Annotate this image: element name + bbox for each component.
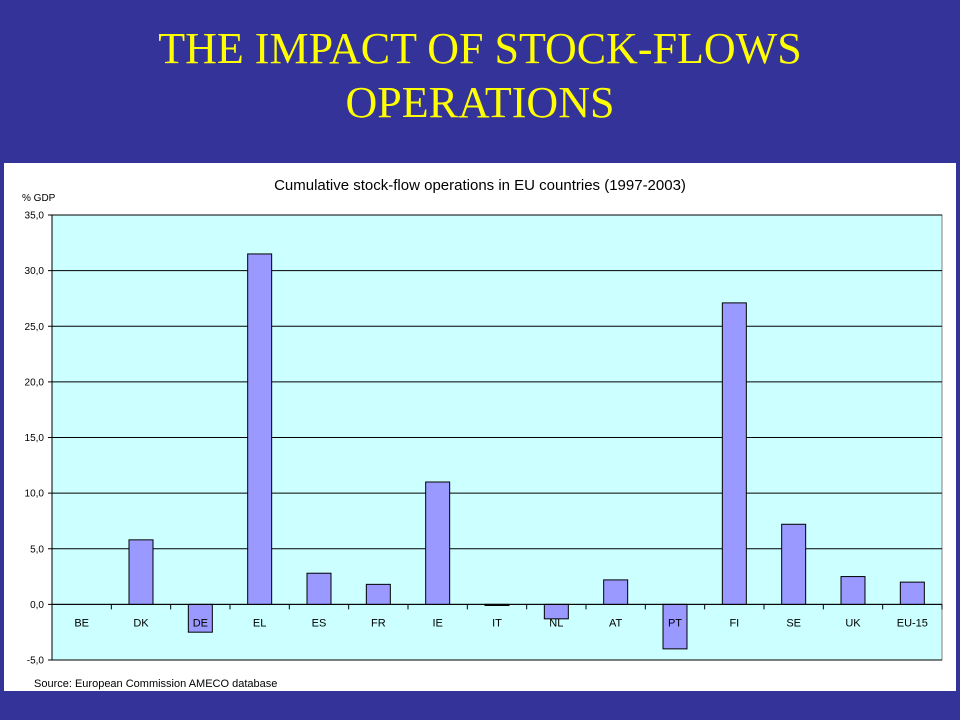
- category-label-it: IT: [492, 617, 502, 629]
- category-label-fr: FR: [371, 617, 386, 629]
- category-label-be: BE: [74, 617, 89, 629]
- chart-title: Cumulative stock-flow operations in EU c…: [274, 177, 686, 194]
- bar-fi: [721, 302, 747, 605]
- category-label-fi: FI: [729, 617, 739, 629]
- category-label-de: DE: [193, 617, 208, 629]
- bar-ie: [425, 481, 451, 605]
- bar-uk: [840, 576, 866, 605]
- category-label-pt: PT: [668, 617, 682, 629]
- y-tick-label: 15,0: [25, 433, 45, 444]
- bar-se: [781, 523, 807, 605]
- y-tick-label: 10,0: [25, 489, 45, 500]
- category-label-dk: DK: [133, 617, 149, 629]
- category-label-se: SE: [786, 617, 801, 629]
- bar-eu-15: [899, 581, 925, 605]
- y-tick-label: 0,0: [30, 600, 44, 611]
- category-label-uk: UK: [845, 617, 861, 629]
- bar-de: [187, 603, 213, 633]
- y-tick-label: 35,0: [25, 211, 45, 222]
- bar-pt: [662, 603, 688, 650]
- y-tick-label: 30,0: [25, 266, 45, 277]
- category-label-at: AT: [609, 617, 623, 629]
- category-label-nl: NL: [549, 617, 563, 629]
- category-label-el: EL: [253, 617, 266, 629]
- y-tick-label: 25,0: [25, 322, 45, 333]
- slide-title: THE IMPACT OF STOCK-FLOWS OPERATIONS: [158, 24, 802, 127]
- category-label-eu-15: EU-15: [897, 617, 928, 629]
- bar-es: [306, 572, 332, 605]
- source-note: Source: European Commission AMECO databa…: [34, 678, 277, 690]
- y-tick-label: 5,0: [30, 544, 44, 555]
- category-label-es: ES: [312, 617, 327, 629]
- y-tick-label: 20,0: [25, 377, 45, 388]
- bar-dk: [128, 539, 154, 605]
- chart-panel: Cumulative stock-flow operations in EU c…: [4, 163, 956, 691]
- bar-el: [247, 253, 273, 605]
- bar-fr: [365, 583, 391, 605]
- y-tick-label: -5,0: [27, 656, 45, 667]
- bar-at: [603, 579, 629, 605]
- bar-chart: Cumulative stock-flow operations in EU c…: [22, 177, 943, 690]
- plot-area: -5,0 0,0 5,0 10,0 15,0 20,0 25,0 30,0 35,0 BE DK DE…: [25, 211, 943, 667]
- category-label-ie: IE: [432, 617, 442, 629]
- y-axis-unit-label: % GDP: [22, 193, 56, 204]
